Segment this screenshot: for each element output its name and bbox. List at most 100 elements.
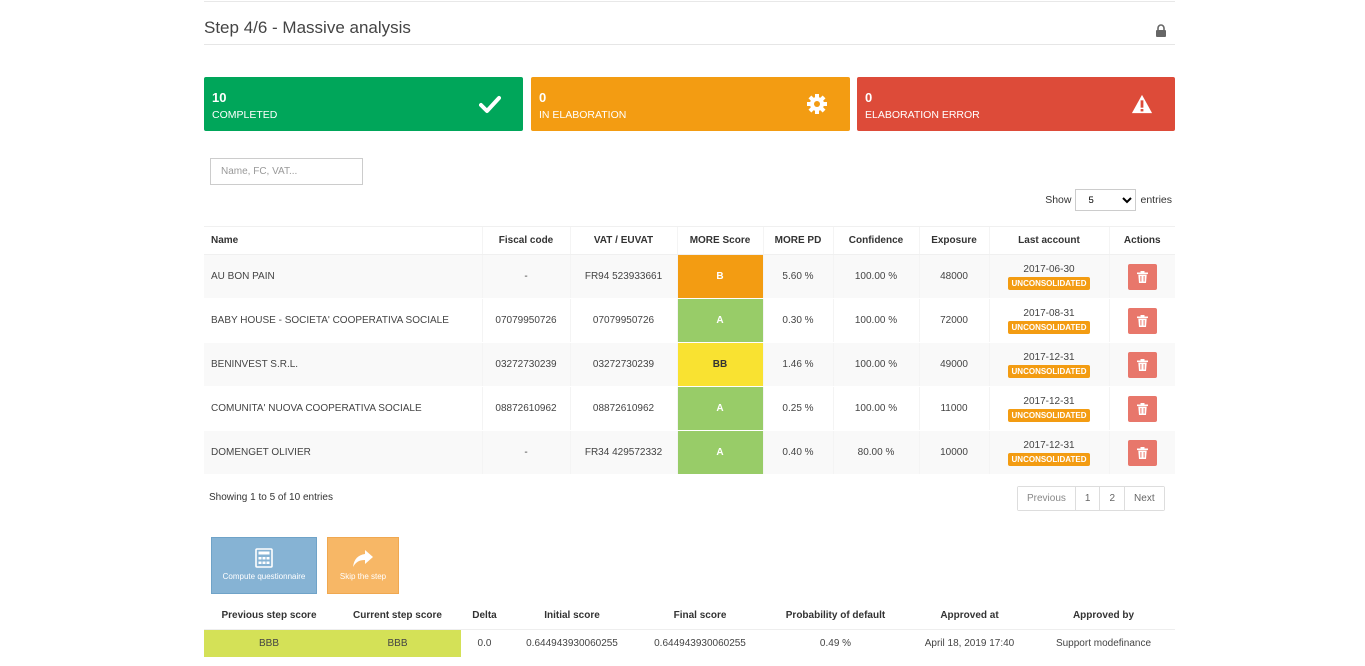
table-row: BABY HOUSE - SOCIETA' COOPERATIVA SOCIAL…: [204, 298, 1175, 343]
lock-icon[interactable]: [1155, 24, 1167, 38]
next-page-button[interactable]: Next: [1124, 487, 1164, 510]
compute-questionnaire-label: Compute questionnaire: [222, 572, 306, 581]
unconsolidated-badge: UNCONSOLIDATED: [1007, 276, 1091, 290]
last-account: 2017-06-30 UNCONSOLIDATED: [988, 254, 1109, 299]
exposure: 11000: [918, 386, 989, 431]
search-input[interactable]: [210, 158, 363, 185]
check-icon: [479, 96, 501, 113]
delete-button[interactable]: [1127, 263, 1157, 290]
last-account: 2017-12-31 UNCONSOLIDATED: [988, 342, 1109, 387]
table-row: AU BON PAIN - FR94 523933661 B 5.60 % 100.00 …: [204, 254, 1175, 299]
col-last-account[interactable]: Last account: [988, 226, 1109, 255]
more-score: B: [676, 254, 763, 299]
more-score: BB: [676, 342, 763, 387]
completed-count: 10: [212, 90, 227, 105]
vat-number: 03272730239: [569, 342, 677, 387]
skip-step-button[interactable]: Skip the step: [327, 537, 399, 594]
actions-cell: [1108, 342, 1175, 387]
scores-table: Previous step score Current step score D…: [204, 603, 1175, 657]
exposure: 48000: [918, 254, 989, 299]
scores-col-approved-at: Approved at: [907, 603, 1032, 630]
actions-cell: [1108, 386, 1175, 431]
table-info: Showing 1 to 5 of 10 entries: [209, 492, 333, 503]
scores-col-pd: Probability of default: [764, 603, 907, 630]
actions-cell: [1108, 298, 1175, 343]
gear-icon: [807, 94, 827, 114]
confidence: 80.00 %: [832, 430, 919, 475]
skip-step-label: Skip the step: [339, 572, 387, 581]
share-arrow-icon: [353, 550, 373, 567]
current-step-score: BBB: [334, 629, 461, 657]
table-row: COMUNITA' NUOVA COOPERATIVA SOCIALE 08872…: [204, 386, 1175, 431]
more-score: A: [676, 298, 763, 343]
show-label: Show: [1045, 194, 1072, 206]
more-pd: 0.30 %: [762, 298, 833, 343]
table-row: BENINVEST S.R.L. 03272730239 03272730239 BB…: [204, 342, 1175, 387]
scores-header-row: Previous step score Current step score D…: [204, 603, 1175, 630]
completed-label: COMPLETED: [212, 109, 278, 121]
compute-questionnaire-button[interactable]: Compute questionnaire: [211, 537, 317, 594]
last-account: 2017-08-31 UNCONSOLIDATED: [988, 298, 1109, 343]
page-1-button[interactable]: 1: [1074, 487, 1100, 510]
scores-col-current: Current step score: [334, 603, 461, 630]
vat-number: 07079950726: [569, 298, 677, 343]
scores-col-previous: Previous step score: [204, 603, 334, 630]
fiscal-code: 03272730239: [481, 342, 570, 387]
more-pd: 0.25 %: [762, 386, 833, 431]
col-more-pd[interactable]: MORE PD: [762, 226, 833, 255]
vat-number: 08872610962: [569, 386, 677, 431]
in-elaboration-count: 0: [539, 90, 547, 105]
trash-icon: [1136, 270, 1148, 283]
more-pd: 1.46 %: [762, 342, 833, 387]
elaboration-error-count: 0: [865, 90, 873, 105]
last-account: 2017-12-31 UNCONSOLIDATED: [988, 430, 1109, 475]
more-score: A: [676, 430, 763, 475]
top-divider: [204, 1, 1175, 2]
delete-button[interactable]: [1127, 395, 1157, 422]
last-account: 2017-12-31 UNCONSOLIDATED: [988, 386, 1109, 431]
scores-row: BBB BBB 0.0 0.644943930060255 0.64494393…: [204, 629, 1175, 657]
entries-length-control: Show 5 entries: [1045, 189, 1172, 211]
scores-col-approved-by: Approved by: [1032, 603, 1175, 630]
exposure: 72000: [918, 298, 989, 343]
in-elaboration-box: 0 IN ELABORATION: [531, 77, 850, 131]
previous-page-button[interactable]: Previous: [1018, 487, 1075, 510]
final-score-value: 0.644943930060255: [654, 637, 746, 649]
page-2-button[interactable]: 2: [1099, 487, 1125, 510]
completed-box: 10 COMPLETED: [204, 77, 523, 131]
col-exposure[interactable]: Exposure: [918, 226, 989, 255]
last-account-date: 2017-06-30: [1023, 263, 1075, 275]
col-fiscal-code[interactable]: Fiscal code: [481, 226, 570, 255]
probability-default-value: 0.49 %: [819, 637, 852, 649]
delta-value: 0.0: [477, 637, 492, 649]
company-name: DOMENGET OLIVIER: [204, 430, 482, 475]
fiscal-code: -: [481, 430, 570, 475]
trash-icon: [1136, 446, 1148, 459]
col-confidence[interactable]: Confidence: [832, 226, 919, 255]
delete-button[interactable]: [1127, 351, 1157, 378]
col-vat[interactable]: VAT / EUVAT: [569, 226, 677, 255]
delete-button[interactable]: [1127, 307, 1157, 334]
vat-number: FR94 523933661: [569, 254, 677, 299]
last-account-date: 2017-12-31: [1023, 351, 1075, 363]
approved-at-value: April 18, 2019 17:40: [924, 637, 1015, 649]
initial-score-value: 0.644943930060255: [526, 637, 618, 649]
actions-cell: [1108, 254, 1175, 299]
entries-select[interactable]: 5: [1075, 189, 1137, 211]
table-row: DOMENGET OLIVIER - FR34 429572332 A 0.40 % 80…: [204, 430, 1175, 475]
trash-icon: [1136, 358, 1148, 371]
last-account-date: 2017-08-31: [1023, 307, 1075, 319]
elaboration-error-label: ELABORATION ERROR: [865, 109, 980, 121]
col-name[interactable]: Name: [204, 226, 482, 255]
analysis-table: Name Fiscal code VAT / EUVAT MORE Score …: [204, 226, 1175, 475]
approved-by-value: Support modefinance: [1055, 637, 1152, 649]
entries-label: entries: [1140, 194, 1172, 206]
table-header-row: Name Fiscal code VAT / EUVAT MORE Score …: [204, 226, 1175, 255]
confidence: 100.00 %: [832, 342, 919, 387]
delete-button[interactable]: [1127, 439, 1157, 466]
in-elaboration-label: IN ELABORATION: [539, 109, 627, 121]
col-more-score[interactable]: MORE Score: [676, 226, 763, 255]
warning-icon: [1131, 94, 1153, 114]
elaboration-error-box: 0 ELABORATION ERROR: [857, 77, 1175, 131]
exposure: 10000: [918, 430, 989, 475]
